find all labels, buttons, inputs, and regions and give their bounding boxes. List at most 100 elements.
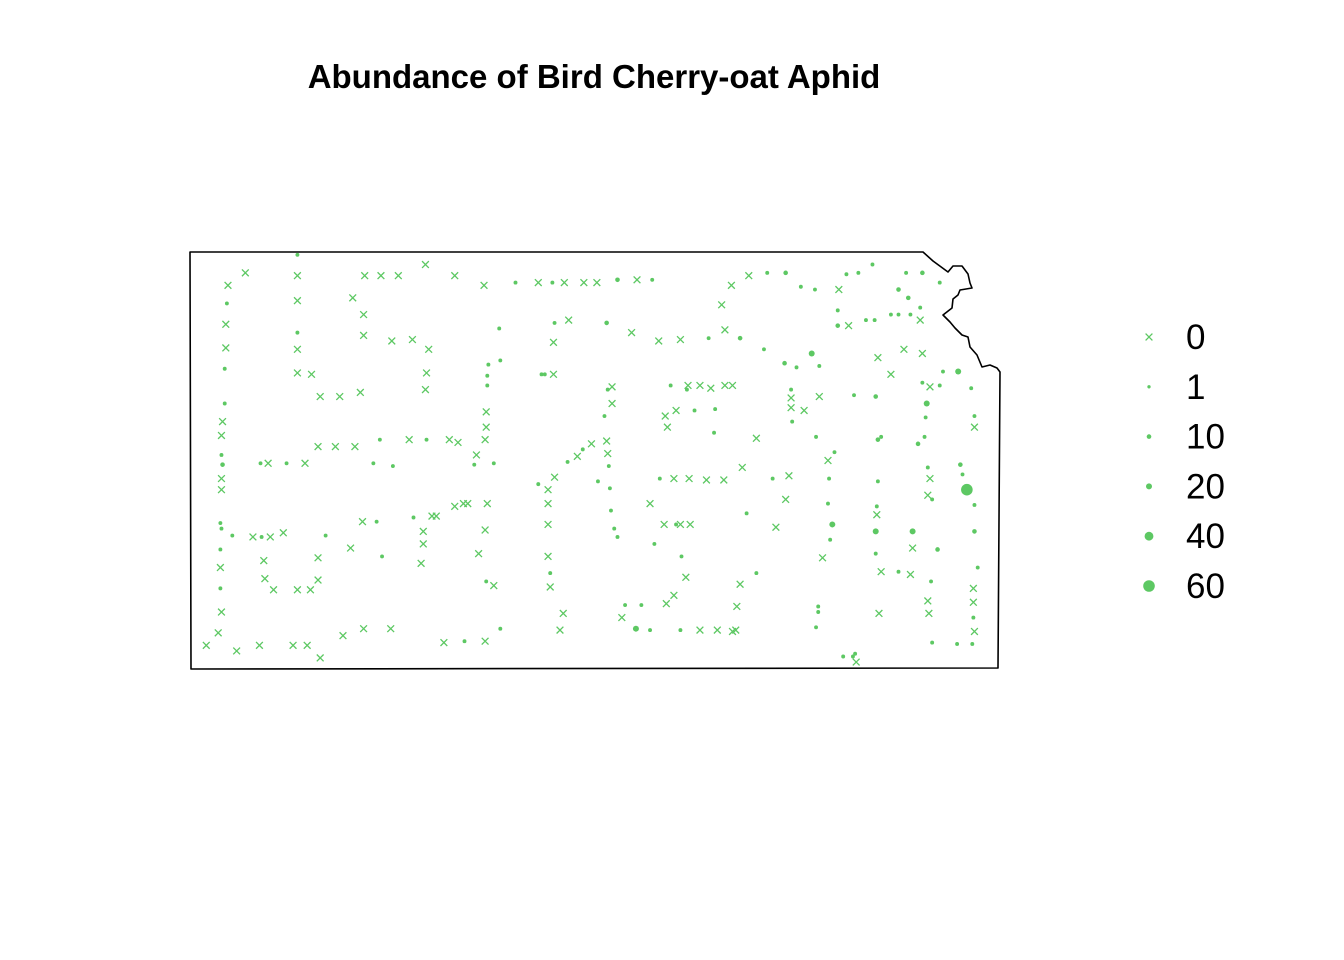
zero-abundance-point <box>717 300 726 309</box>
abundance-point <box>650 277 655 282</box>
legend-label-0: 0 <box>1186 318 1205 357</box>
zero-abundance-point <box>221 344 230 352</box>
zero-abundance-point <box>681 573 690 582</box>
zero-abundance-point <box>781 495 790 504</box>
zero-abundance-point <box>844 321 853 330</box>
abundance-point <box>835 323 841 328</box>
abundance-point <box>609 508 613 513</box>
legend-symbol-10 <box>1146 434 1152 439</box>
abundance-point <box>782 360 787 366</box>
zero-abundance-point <box>316 654 325 662</box>
zero-abundance-point <box>573 452 582 461</box>
abundance-point <box>841 654 846 659</box>
zero-abundance-point <box>663 423 672 431</box>
zero-abundance-point <box>217 485 226 494</box>
abundance-point <box>623 603 628 608</box>
zero-abundance-point <box>359 310 368 319</box>
abundance-point <box>975 565 980 570</box>
zero-abundance-point <box>923 597 932 605</box>
abundance-point <box>491 461 496 466</box>
abundance-point <box>816 610 821 614</box>
legend-label-1: 1 <box>1186 368 1205 407</box>
zero-abundance-point <box>908 544 917 552</box>
abundance-point <box>706 336 711 341</box>
zero-abundance-point <box>744 271 753 280</box>
zero-abundance-point <box>738 463 747 472</box>
abundance-point <box>219 526 224 531</box>
abundance-point <box>684 387 689 392</box>
abundance-point <box>258 461 263 466</box>
zero-abundance-point <box>546 583 555 591</box>
abundance-point <box>879 434 884 439</box>
zero-abundance-point <box>660 520 669 529</box>
legend-symbol-1 <box>1147 385 1151 389</box>
zero-abundance-point <box>608 399 616 408</box>
abundance-point <box>808 350 815 357</box>
abundance-point <box>816 604 821 609</box>
zero-abundance-point <box>293 345 302 354</box>
zero-abundance-point <box>214 629 223 637</box>
zero-abundance-point <box>662 599 671 608</box>
abundance-point <box>762 347 766 352</box>
zero-abundance-point <box>872 510 881 519</box>
abundance-point <box>864 318 868 323</box>
abundance-point <box>295 252 300 257</box>
abundance-point <box>875 479 880 484</box>
abundance-point <box>484 579 489 584</box>
abundance-point <box>323 533 328 538</box>
abundance-point <box>615 277 620 283</box>
abundance-point <box>497 326 502 331</box>
abundance-point <box>929 579 934 584</box>
abundance-point <box>674 522 679 527</box>
abundance-point <box>896 569 901 574</box>
abundance-point <box>814 434 818 439</box>
abundance-point <box>371 461 376 466</box>
zero-abundance-point <box>702 476 711 484</box>
abundance-point <box>744 511 749 516</box>
zero-abundance-point <box>269 585 278 594</box>
zero-abundance-point <box>440 638 448 647</box>
zero-abundance-point <box>602 437 611 445</box>
zero-abundance-point <box>696 381 704 390</box>
zero-abundance-point <box>202 641 211 650</box>
zero-abundance-point <box>559 609 568 618</box>
zero-abundance-point <box>544 520 552 529</box>
zero-abundance-point <box>906 570 915 579</box>
chart-title: Abundance of Bird Cherry-oat Aphid <box>307 58 881 95</box>
zero-abundance-point <box>852 658 861 666</box>
zero-abundance-point <box>721 325 729 334</box>
zero-abundance-point <box>405 435 414 444</box>
zero-abundance-point <box>544 552 552 561</box>
abundance-point <box>218 521 223 525</box>
abundance-point <box>607 486 612 491</box>
abundance-point <box>737 335 743 341</box>
abundance-point <box>222 366 227 371</box>
legend-symbol-20 <box>1146 483 1152 490</box>
zero-abundance-point <box>900 345 908 354</box>
abundance-point <box>679 554 684 559</box>
zero-abundance-point <box>316 392 325 401</box>
zero-abundance-point <box>293 369 302 377</box>
abundance-point <box>971 615 976 620</box>
abundance-point <box>935 547 940 552</box>
zero-abundance-point <box>408 335 417 344</box>
zero-abundance-point <box>289 641 297 650</box>
abundance-point <box>972 414 977 418</box>
zero-abundance-point <box>481 637 489 646</box>
zero-abundance-point <box>593 278 601 287</box>
zero-abundance-point <box>732 602 741 611</box>
abundance-point <box>920 270 925 276</box>
abundance-point <box>712 430 717 435</box>
abundance-point <box>870 262 875 267</box>
zero-abundance-point <box>969 584 978 593</box>
zero-abundance-point <box>474 549 483 558</box>
abundance-point <box>486 362 491 367</box>
zero-abundance-point <box>348 294 357 302</box>
zero-abundance-point <box>696 626 704 634</box>
zero-abundance-point <box>654 337 663 345</box>
zero-abundance-point <box>834 285 843 294</box>
abundance-point <box>873 551 878 556</box>
abundance-point <box>605 387 610 392</box>
legend-symbol-60 <box>1143 580 1155 592</box>
abundance-point <box>230 533 235 538</box>
